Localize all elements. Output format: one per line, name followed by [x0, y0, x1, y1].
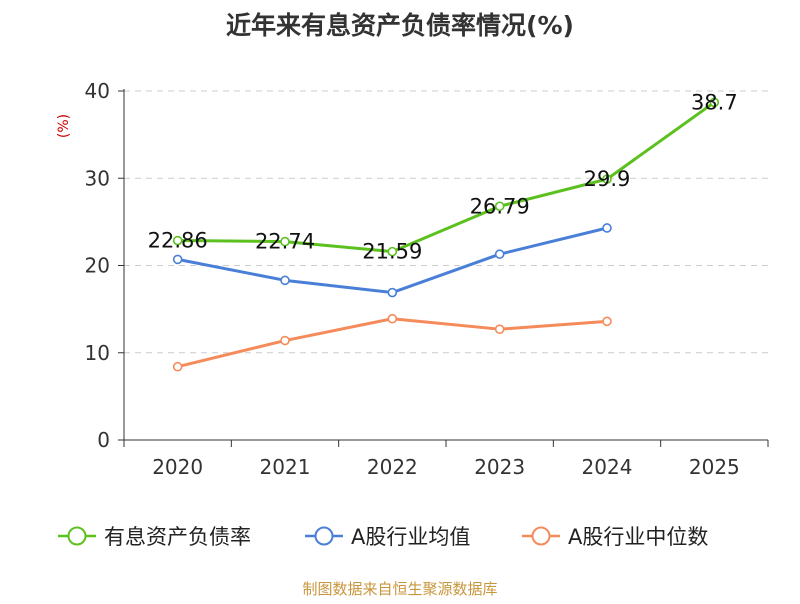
data-point [387, 287, 398, 298]
data-point [172, 254, 183, 265]
grid-layer [124, 90, 768, 354]
x-tick-label: 2024 [582, 455, 633, 479]
data-point [280, 236, 290, 247]
series-2 [172, 223, 612, 298]
data-label-layer: 22.86 22.74 21.59 26.79 29.9 38.7 [148, 90, 738, 263]
data-point [172, 235, 183, 246]
data-point [602, 223, 612, 233]
legend-label: 有息资产负债率 [104, 525, 251, 549]
x-tick-label: 2025 [689, 455, 740, 479]
data-label: 22.86 [148, 229, 208, 253]
source-note: 制图数据来自恒生聚源数据库 [302, 580, 497, 598]
chart-title: 近年来有息资产负债率情况(%) [226, 11, 574, 40]
data-point [494, 249, 505, 259]
legend-item: 有息资产负债率 [58, 525, 251, 549]
series-1 [172, 97, 720, 257]
data-point [387, 313, 398, 324]
data-point [387, 246, 398, 257]
legend: 有息资产负债率 A股行业均值 A股行业中位数 [58, 525, 708, 549]
series-layer [172, 97, 720, 372]
legend-marker-icon [531, 526, 551, 546]
y-tick-label: 30 [85, 166, 110, 190]
y-axis-label: (%) [56, 114, 72, 138]
series-3 [172, 313, 612, 372]
y-tick-label: 40 [85, 79, 110, 103]
y-tick-label: 10 [85, 341, 110, 365]
data-point [494, 201, 505, 212]
y-tick-label: 20 [85, 254, 110, 278]
series-line [177, 101, 716, 254]
legend-label: A股行业中位数 [568, 525, 708, 549]
legend-marker-icon [314, 526, 334, 546]
data-label: 26.79 [470, 194, 530, 218]
data-point [602, 174, 612, 184]
data-point [709, 97, 720, 108]
data-point [602, 316, 612, 327]
x-tick-label: 2021 [260, 455, 311, 479]
data-point [280, 335, 290, 346]
x-tick-label: 2023 [474, 455, 525, 479]
legend-item: A股行业均值 [305, 525, 470, 549]
legend-marker-icon [67, 526, 87, 546]
axis-layer: 0 10 20 30 40 2020 2021 2022 2023 2024 2025 [85, 79, 769, 479]
data-point [172, 361, 183, 372]
data-point [280, 275, 290, 286]
data-label: 21.59 [362, 240, 422, 264]
y-tick-label: 0 [97, 428, 110, 452]
data-label: 29.9 [584, 167, 631, 191]
legend-item: A股行业中位数 [522, 525, 708, 549]
legend-label: A股行业均值 [351, 525, 470, 549]
data-label: 38.7 [691, 90, 738, 114]
series-line [177, 317, 608, 369]
data-label: 22.74 [255, 230, 315, 254]
data-point [494, 324, 505, 334]
x-tick-label: 2022 [367, 455, 418, 479]
x-tick-label: 2020 [152, 455, 203, 479]
